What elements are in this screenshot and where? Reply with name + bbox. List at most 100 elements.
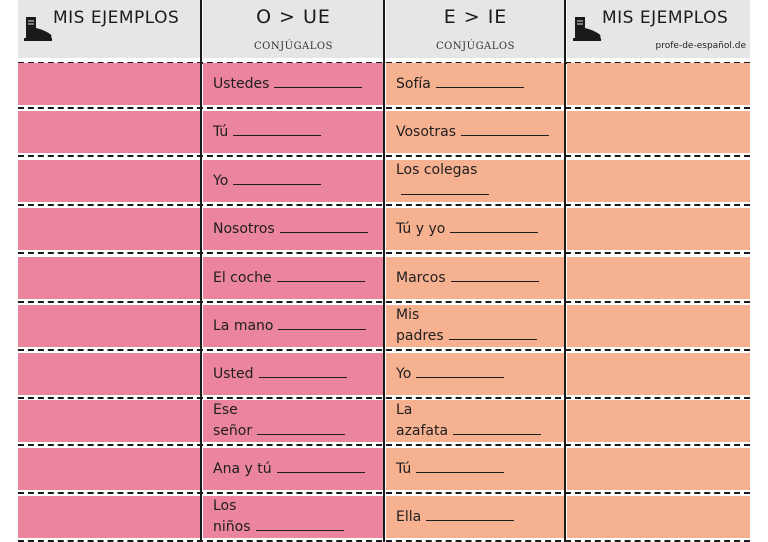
- example-cell-right[interactable]: [567, 305, 750, 347]
- subject-cell-o-ue: El coche: [203, 257, 384, 299]
- example-cell-left[interactable]: [18, 448, 201, 490]
- subject-label: Vosotras: [396, 123, 457, 140]
- example-cell-right[interactable]: [567, 353, 750, 395]
- subject-text: Sofía: [396, 63, 559, 105]
- answer-blank[interactable]: [416, 471, 505, 473]
- credit-text: profe-de-español.de: [655, 41, 746, 51]
- answer-blank[interactable]: [276, 471, 365, 473]
- subject-label: Nosotros: [213, 220, 275, 237]
- answer-blank[interactable]: [233, 134, 322, 136]
- subject-label: Tú: [213, 123, 229, 140]
- subject-text: El coche: [213, 257, 378, 299]
- column-divider: [564, 0, 566, 542]
- subject-label: Yo: [396, 365, 412, 382]
- subject-text: Ana y tú: [213, 448, 378, 490]
- header-o-ue: O > UE CONJÚGALOS: [203, 0, 384, 58]
- subtitle-conjugate-right: CONJÚGALOS: [436, 41, 515, 52]
- header-title-left: MIS EJEMPLOS: [53, 8, 180, 28]
- subtitle-conjugate-left: CONJÚGALOS: [254, 41, 333, 52]
- example-cell-left[interactable]: [18, 400, 201, 442]
- subject-label: Tú: [396, 460, 412, 477]
- example-cell-left[interactable]: [18, 353, 201, 395]
- subject-cell-o-ue: La mano: [203, 305, 384, 347]
- subject-cell-o-ue: Ana y tú: [203, 448, 384, 490]
- answer-blank[interactable]: [461, 134, 550, 136]
- answer-blank[interactable]: [448, 339, 537, 340]
- example-cell-left[interactable]: [18, 160, 201, 202]
- subject-text: Marcos: [396, 257, 559, 299]
- subject-cell-o-ue: Tú: [203, 111, 384, 153]
- example-cell-left[interactable]: [18, 111, 201, 153]
- example-cell-right[interactable]: [567, 160, 750, 202]
- example-cell-right[interactable]: [567, 400, 750, 442]
- boot-icon: [573, 17, 601, 41]
- title-e-ie: E > IE: [443, 6, 508, 28]
- subject-cell-e-ie: Mis padres: [386, 305, 565, 347]
- answer-blank[interactable]: [257, 434, 346, 435]
- subject-text: Vosotras: [396, 111, 559, 153]
- header-examples-left: MIS EJEMPLOS: [18, 0, 201, 58]
- example-cell-right[interactable]: [567, 448, 750, 490]
- answer-blank[interactable]: [453, 434, 542, 435]
- example-cell-right[interactable]: [567, 496, 750, 538]
- subject-text: La azafata: [396, 400, 559, 442]
- subject-text: Usted: [213, 353, 378, 395]
- subject-cell-o-ue: Nosotros: [203, 208, 384, 250]
- title-o-ue: O > UE: [256, 6, 331, 28]
- example-cell-right[interactable]: [567, 63, 750, 105]
- subject-label: Ese señor: [213, 402, 253, 439]
- column-divider: [200, 0, 202, 542]
- example-cell-left[interactable]: [18, 305, 201, 347]
- example-cell-right[interactable]: [567, 208, 750, 250]
- subject-cell-e-ie: Tú y yo: [386, 208, 565, 250]
- subject-text: Ella: [396, 496, 559, 538]
- answer-blank[interactable]: [450, 231, 539, 233]
- example-cell-right[interactable]: [567, 257, 750, 299]
- subject-label: Mis padres: [396, 307, 444, 344]
- answer-blank[interactable]: [450, 280, 539, 282]
- subject-cell-o-ue: Ese señor: [203, 400, 384, 442]
- subject-cell-o-ue: Yo: [203, 160, 384, 202]
- answer-blank[interactable]: [258, 376, 347, 378]
- subject-cell-e-ie: Vosotras: [386, 111, 565, 153]
- example-cell-left[interactable]: [18, 208, 201, 250]
- subject-text: Los colegas: [396, 160, 559, 202]
- answer-blank[interactable]: [276, 280, 365, 282]
- answer-blank[interactable]: [416, 376, 505, 378]
- answer-blank[interactable]: [401, 194, 489, 195]
- subject-cell-e-ie: Marcos: [386, 257, 565, 299]
- answer-blank[interactable]: [255, 530, 344, 531]
- example-cell-right[interactable]: [567, 111, 750, 153]
- answer-blank[interactable]: [274, 86, 363, 88]
- answer-blank[interactable]: [279, 231, 368, 233]
- subject-cell-e-ie: Los colegas: [386, 160, 565, 202]
- subject-label: Marcos: [396, 269, 446, 286]
- answer-blank[interactable]: [278, 328, 367, 330]
- example-cell-left[interactable]: [18, 63, 201, 105]
- subject-cell-e-ie: Tú: [386, 448, 565, 490]
- subject-cell-e-ie: Yo: [386, 353, 565, 395]
- subject-text: Yo: [396, 353, 559, 395]
- example-cell-left[interactable]: [18, 496, 201, 538]
- subject-text: Ustedes: [213, 63, 378, 105]
- answer-blank[interactable]: [435, 86, 524, 88]
- column-divider: [383, 0, 385, 542]
- subject-cell-e-ie: Ella: [386, 496, 565, 538]
- subject-text: Tú: [213, 111, 378, 153]
- subject-text: Los niños: [213, 496, 378, 538]
- subject-cell-o-ue: Usted: [203, 353, 384, 395]
- header-e-ie: E > IE CONJÚGALOS: [386, 0, 565, 58]
- answer-blank[interactable]: [233, 183, 322, 185]
- answer-blank[interactable]: [426, 519, 515, 521]
- subject-label: Yo: [213, 172, 229, 189]
- example-cell-left[interactable]: [18, 257, 201, 299]
- subject-label: Los colegas: [396, 162, 478, 178]
- subject-cell-o-ue: Los niños: [203, 496, 384, 538]
- subject-cell-e-ie: Sofía: [386, 63, 565, 105]
- subject-label: Usted: [213, 365, 254, 382]
- subject-label: Ustedes: [213, 75, 270, 92]
- subject-text: Tú y yo: [396, 208, 559, 250]
- subject-label: Sofía: [396, 75, 431, 92]
- subject-text: Tú: [396, 448, 559, 490]
